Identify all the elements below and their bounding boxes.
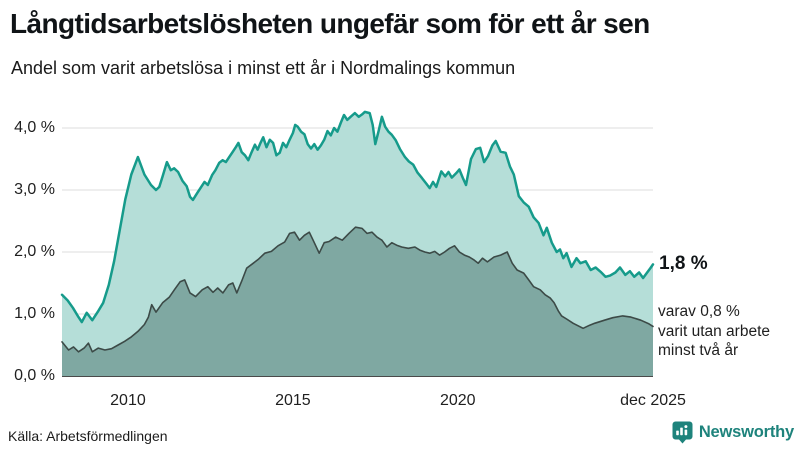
source-label: Källa: Arbetsförmedlingen: [8, 428, 168, 444]
inner-series-annotation-line3: minst två år: [658, 342, 739, 359]
latest-value-annotation: 1,8 %: [659, 253, 708, 275]
x-axis-tick-label: 2010: [110, 392, 146, 409]
y-axis-tick-label: 3,0 %: [14, 181, 55, 198]
inner-series-annotation-line2: varit utan arbete: [658, 322, 771, 340]
x-axis-tick-label: dec 2025: [620, 392, 686, 409]
inner-series-annotation: varav 0,8 % varit utan arbete minst två …: [658, 302, 770, 361]
page-title: Långtidsarbetslösheten ungefär som för e…: [10, 8, 650, 39]
series-1-area: [62, 227, 653, 376]
y-axis-tick-label: 4,0 %: [14, 119, 55, 136]
series-1-line: [61, 226, 654, 353]
newsworthy-logo[interactable]: Newsworthy: [672, 421, 794, 444]
newsworthy-logo-text: Newsworthy: [698, 423, 794, 441]
y-axis-tick-label: 1,0 %: [14, 305, 55, 322]
x-axis-tick-label: 2020: [439, 392, 476, 409]
page-subtitle: Andel som varit arbetslösa i minst ett å…: [11, 58, 516, 78]
series-0-line: [60, 110, 655, 324]
y-axis-tick-label: 0,0 %: [14, 367, 55, 384]
y-axis-tick-label: 2,0 %: [14, 243, 55, 260]
x-axis-tick-label: 2015: [275, 392, 311, 409]
newsworthy-logo-icon: [672, 421, 693, 444]
inner-series-annotation-line1: varav 0,8 %: [658, 303, 740, 320]
